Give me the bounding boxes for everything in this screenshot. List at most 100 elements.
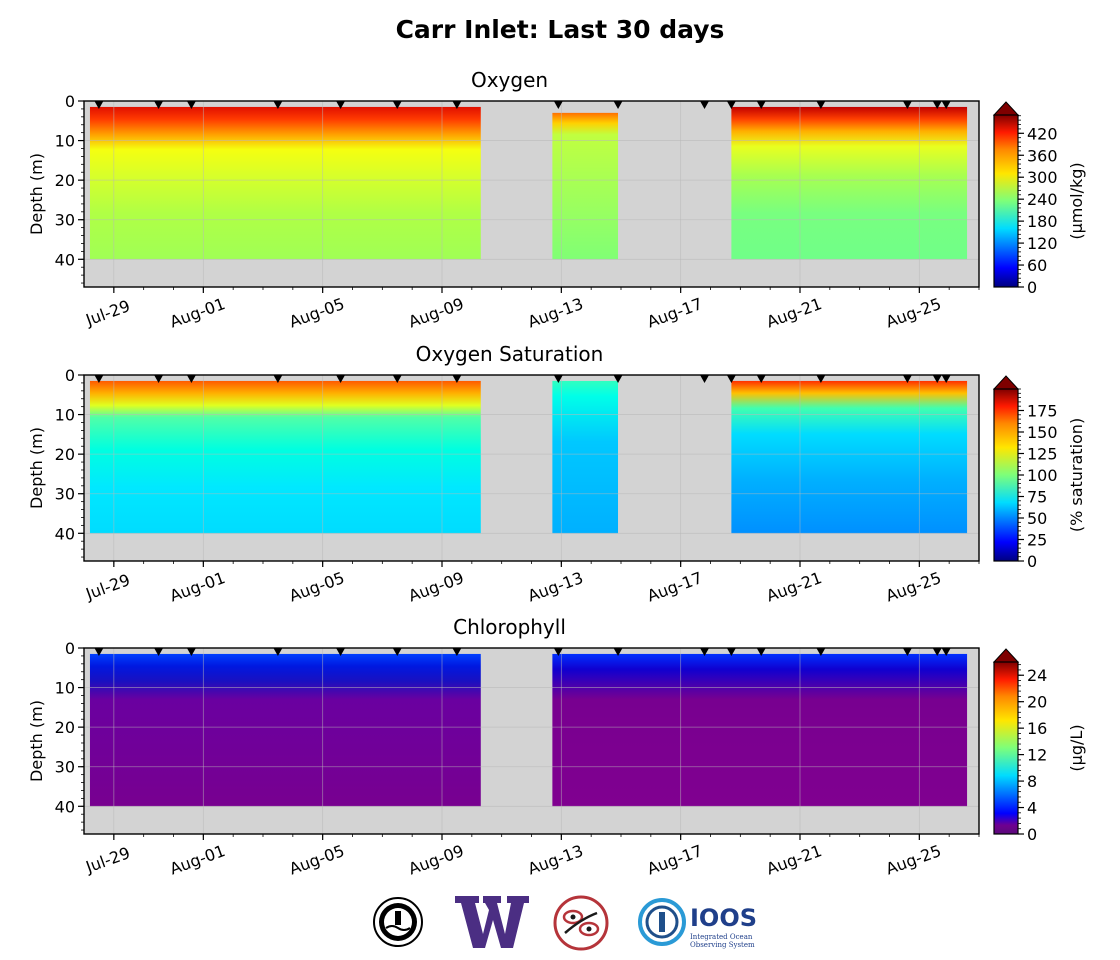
cast-marker xyxy=(186,101,196,109)
cast-marker xyxy=(186,375,196,383)
tribal-art-logo xyxy=(553,895,609,951)
x-tick-label: Aug-17 xyxy=(645,294,705,331)
cast-marker xyxy=(902,375,912,383)
y-tick-label: 0 xyxy=(65,366,75,385)
cast-marker xyxy=(726,375,736,383)
cast-marker xyxy=(726,648,736,656)
y-tick-label: 20 xyxy=(55,445,75,464)
x-tick-label: Aug-17 xyxy=(645,841,705,878)
colorbar: 0 25 50 75 100 125 150 175 (% saturation) xyxy=(992,375,1086,571)
x-tick-label: Aug-01 xyxy=(167,568,227,605)
ioos-subtext-2: Observing System xyxy=(690,941,755,949)
nanoos-seal-logo xyxy=(373,897,423,947)
cast-marker xyxy=(94,375,104,383)
cast-marker xyxy=(816,101,826,109)
colorbar-label: (% saturation) xyxy=(1067,418,1086,532)
x-tick-label: Aug-05 xyxy=(287,568,347,605)
data-segment xyxy=(89,106,481,260)
cast-marker xyxy=(941,648,951,656)
uw-w-logo xyxy=(455,896,529,948)
cast-marker xyxy=(186,648,196,656)
colorbar-tick-label: 240 xyxy=(1027,190,1058,209)
colorbar-tick-label: 180 xyxy=(1027,212,1058,231)
x-tick-label: Aug-25 xyxy=(883,568,943,605)
x-tick-label: Aug-09 xyxy=(406,841,466,878)
cast-marker xyxy=(613,101,623,109)
y-tick-label: 20 xyxy=(55,171,75,190)
x-tick-label: Aug-01 xyxy=(167,841,227,878)
colorbar-tick-label: 360 xyxy=(1027,146,1058,165)
colorbar-tick-label: 175 xyxy=(1027,402,1058,421)
figure-title: Carr Inlet: Last 30 days xyxy=(396,15,725,44)
cast-marker xyxy=(816,648,826,656)
cast-marker xyxy=(553,101,563,109)
cast-marker xyxy=(452,375,462,383)
colorbar-tick-label: 125 xyxy=(1027,445,1058,464)
panels: Oxygen 0 10 20 30 40 Depth (m) Jul-29 Aug-01 Aug-… xyxy=(27,68,1086,879)
cast-marker xyxy=(336,375,346,383)
colorbar-tick-label: 420 xyxy=(1027,124,1058,143)
colorbar-tick-label: 16 xyxy=(1027,719,1047,738)
cast-marker xyxy=(154,375,164,383)
colorbar-tick-label: 120 xyxy=(1027,234,1058,253)
panel-title: Oxygen Saturation xyxy=(416,342,604,366)
cast-marker xyxy=(392,648,402,656)
cast-marker xyxy=(756,101,766,109)
data-segment xyxy=(89,653,481,807)
y-axis-label: Depth (m) xyxy=(27,427,46,509)
cast-marker xyxy=(700,375,710,383)
ioos-wordmark: IOOS xyxy=(690,904,757,932)
data-segment xyxy=(552,380,619,534)
cast-marker xyxy=(902,101,912,109)
y-axis-label: Depth (m) xyxy=(27,153,46,235)
y-tick-label: 0 xyxy=(65,92,75,111)
colorbar-gradient xyxy=(993,388,1019,562)
cast-marker xyxy=(932,375,942,383)
colorbar-tick-label: 100 xyxy=(1027,466,1058,485)
colorbar-tick-label: 25 xyxy=(1027,531,1047,550)
colorbar-gradient xyxy=(993,661,1019,835)
x-tick-label: Jul-29 xyxy=(82,296,132,330)
x-tick-label: Aug-01 xyxy=(167,294,227,331)
cast-marker xyxy=(941,101,951,109)
panel-title: Chlorophyll xyxy=(453,615,566,639)
x-tick-label: Jul-29 xyxy=(82,570,132,604)
x-tick-label: Aug-21 xyxy=(764,841,824,878)
colorbar-tick-label: 20 xyxy=(1027,693,1047,712)
x-tick-label: Aug-13 xyxy=(525,841,585,878)
cast-marker xyxy=(392,101,402,109)
cast-marker xyxy=(94,101,104,109)
y-tick-label: 30 xyxy=(55,485,75,504)
data-segment xyxy=(552,653,968,807)
x-tick-label: Jul-29 xyxy=(82,843,132,877)
x-tick-label: Aug-05 xyxy=(287,294,347,331)
panel-title: Oxygen xyxy=(471,68,548,92)
colorbar-extend-arrow xyxy=(992,101,1020,116)
y-tick-label: 40 xyxy=(55,524,75,543)
cast-marker xyxy=(553,375,563,383)
y-tick-label: 30 xyxy=(55,758,75,777)
colorbar-tick-label: 75 xyxy=(1027,488,1047,507)
x-tick-label: Aug-17 xyxy=(645,568,705,605)
x-tick-label: Aug-13 xyxy=(525,568,585,605)
colorbar-extend-arrow xyxy=(992,648,1020,663)
y-axis-label: Depth (m) xyxy=(27,700,46,782)
colorbar-tick-label: 0 xyxy=(1027,825,1037,844)
x-tick-label: Aug-25 xyxy=(883,841,943,878)
colorbar-tick-label: 8 xyxy=(1027,772,1037,791)
data-segment xyxy=(731,106,968,260)
y-tick-label: 10 xyxy=(55,406,75,425)
cast-marker xyxy=(756,648,766,656)
ioos-logo: IOOS Integrated Ocean Observing System xyxy=(638,898,757,949)
y-tick-label: 40 xyxy=(55,250,75,269)
x-tick-label: Aug-21 xyxy=(764,568,824,605)
colorbar-tick-label: 150 xyxy=(1027,423,1058,442)
cast-marker xyxy=(154,101,164,109)
panel-oxygen: Oxygen 0 10 20 30 40 Depth (m) Jul-29 Aug-01 Aug-… xyxy=(27,68,1086,332)
y-tick-label: 20 xyxy=(55,718,75,737)
cast-marker xyxy=(273,375,283,383)
colorbar-tick-label: 0 xyxy=(1027,552,1037,571)
data-segment xyxy=(552,112,619,260)
cast-marker xyxy=(700,101,710,109)
